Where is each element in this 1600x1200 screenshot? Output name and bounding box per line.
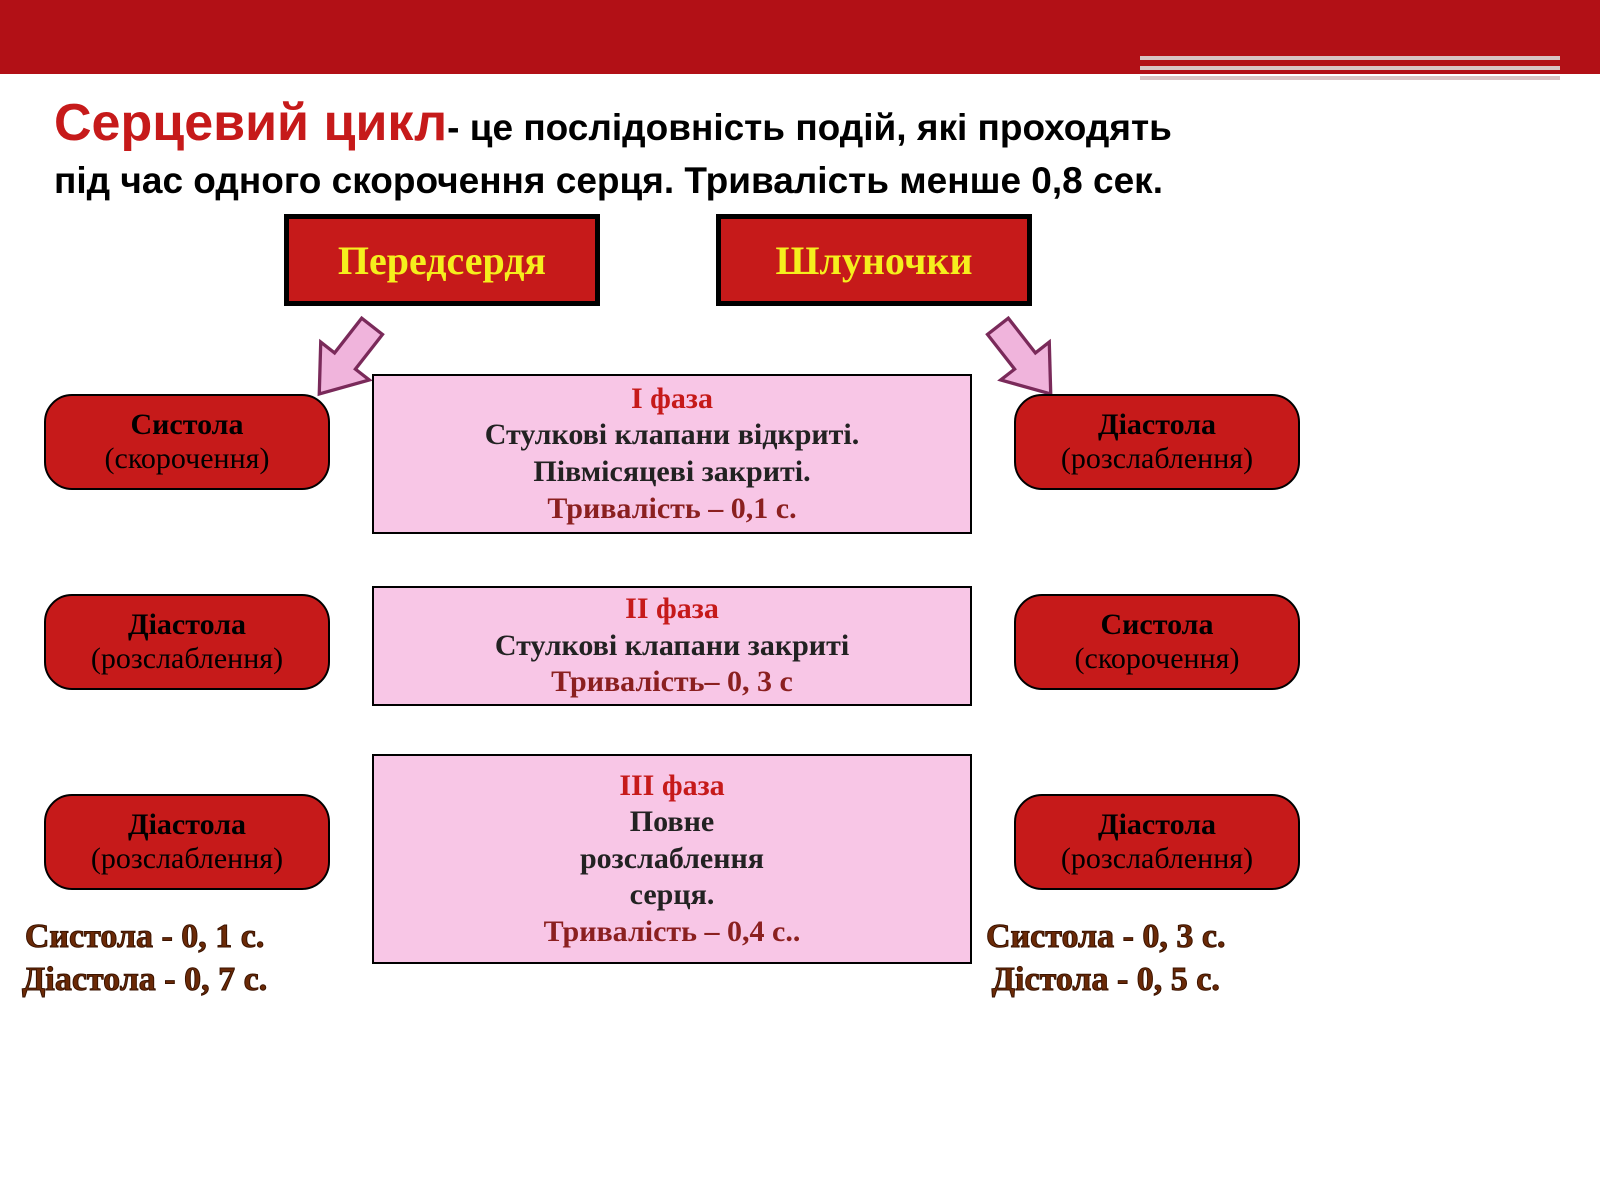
phase-label: ІІІ фаза (392, 768, 952, 805)
phase-line: Повне (392, 804, 952, 841)
summary-line: Систола - 0, 1 с. (22, 916, 267, 959)
title-main: Серцевий цикл (54, 94, 447, 152)
pill-sub: (скорочення) (1030, 642, 1284, 677)
pill-sub: (розслаблення) (60, 842, 314, 877)
pill-left-2: Діастола (розслаблення) (44, 794, 330, 890)
pill-sub: (скорочення) (60, 442, 314, 477)
pill-right-1: Систола (скорочення) (1014, 594, 1300, 690)
header-decor-lines (1140, 56, 1560, 80)
summary-left: Систола - 0, 1 с. Діастола - 0, 7 с. (22, 916, 267, 1001)
phase-label: ІІ фаза (392, 591, 952, 628)
head-right-label: Шлуночки (775, 237, 972, 284)
phase-box-2: ІІ фаза Стулкові клапани закриті Тривалі… (372, 586, 972, 706)
pill-title: Систола (60, 408, 314, 443)
head-left-label: Передсердя (338, 237, 546, 284)
phase-line: Стулкові клапани відкриті. (392, 417, 952, 454)
summary-line: Дістола - 0, 5 с. (986, 959, 1226, 1002)
page-title: Серцевий цикл- це послідовність подій, я… (54, 90, 1546, 204)
head-box-ventricles: Шлуночки (716, 214, 1032, 306)
pill-left-1: Діастола (розслаблення) (44, 594, 330, 690)
phase-box-3: ІІІ фаза Повне розслаблення серця. Трива… (372, 754, 972, 964)
pill-right-2: Діастола (розслаблення) (1014, 794, 1300, 890)
phase-line: серця. (392, 877, 952, 914)
pill-sub: (розслаблення) (1030, 842, 1284, 877)
phase-dur: Тривалість– 0, 3 с (392, 664, 952, 701)
pill-title: Діастола (60, 808, 314, 843)
phase-dur: Тривалість – 0,4 с.. (392, 914, 952, 951)
pill-title: Систола (1030, 608, 1284, 643)
pill-title: Діастола (60, 608, 314, 643)
pill-right-0: Діастола (розслаблення) (1014, 394, 1300, 490)
phase-label: І фаза (392, 381, 952, 418)
phase-dur: Тривалість – 0,1 с. (392, 491, 952, 528)
title-rest1: - це послідовність подій, які проходять (447, 107, 1172, 148)
phase-line: Півмісяцеві закриті. (392, 454, 952, 491)
pill-sub: (розслаблення) (60, 642, 314, 677)
phase-line: розслаблення (392, 841, 952, 878)
summary-line: Систола - 0, 3 с. (986, 916, 1226, 959)
pill-title: Діастола (1030, 408, 1284, 443)
summary-right: Систола - 0, 3 с. Дістола - 0, 5 с. (986, 916, 1226, 1001)
pill-left-0: Систола (скорочення) (44, 394, 330, 490)
phase-line: Стулкові клапани закриті (392, 628, 952, 665)
pill-sub: (розслаблення) (1030, 442, 1284, 477)
phase-box-1: І фаза Стулкові клапани відкриті. Півміс… (372, 374, 972, 534)
title-rest2: під час одного скорочення серця. Тривалі… (54, 160, 1163, 201)
summary-line: Діастола - 0, 7 с. (22, 959, 267, 1002)
pill-title: Діастола (1030, 808, 1284, 843)
